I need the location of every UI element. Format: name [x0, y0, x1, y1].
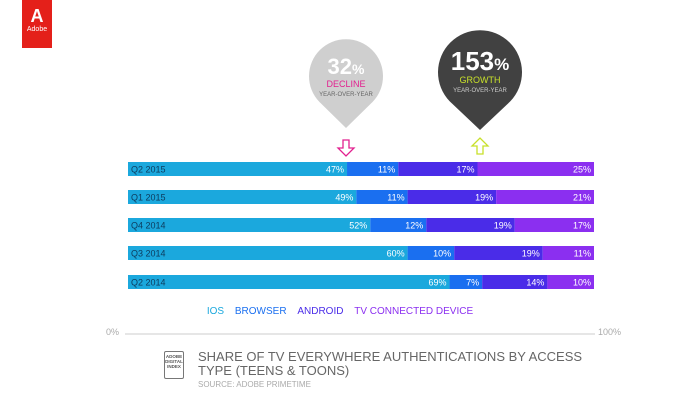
annotation-value: 32% — [328, 54, 365, 79]
annotation-sublabel: YEAR-OVER-YEAR — [319, 92, 373, 98]
bar-segment — [407, 246, 455, 260]
bar-value-label: 52% — [349, 221, 367, 231]
axis-min-label: 0% — [106, 327, 120, 337]
annotation-pin — [309, 39, 383, 128]
annotation-label: DECLINE — [326, 79, 365, 89]
bar-segment — [128, 275, 450, 289]
bar-value-label: 7% — [466, 278, 479, 288]
bar-value-label: 19% — [475, 193, 493, 203]
axis-line — [125, 333, 595, 335]
annotation-sublabel: YEAR-OVER-YEAR — [453, 88, 507, 94]
annotation-pin — [438, 30, 522, 131]
bar-segment — [496, 190, 594, 204]
bar-value-label: 69% — [429, 278, 447, 288]
bar-value-label: 10% — [573, 278, 591, 288]
bar-segment — [398, 162, 478, 176]
bar-segment — [347, 162, 399, 176]
bar-value-label: 11% — [387, 193, 404, 203]
bar-segment — [128, 246, 408, 260]
bar-segment — [128, 162, 348, 176]
category-label: Q2 2014 — [131, 278, 166, 288]
bar-value-label: 60% — [387, 249, 405, 259]
bar-segment — [370, 218, 427, 232]
bar-segment — [542, 246, 594, 260]
bar-value-label: 11% — [574, 249, 591, 259]
legend-browser: BROWSER — [234, 306, 287, 317]
category-label: Q2 2015 — [131, 165, 166, 175]
annotation-value: 153% — [451, 46, 510, 76]
bar-value-label: 49% — [335, 193, 353, 203]
bar-segment — [477, 162, 594, 176]
chart-source: SOURCE: ADOBE PRIMETIME — [198, 380, 311, 389]
bar-value-label: 21% — [573, 193, 591, 203]
bar-value-label: 11% — [378, 165, 395, 175]
category-label: Q3 2014 — [131, 249, 166, 259]
chart-title: SHARE OF TV EVERYWHERE AUTHENTICATIONS B… — [198, 349, 583, 378]
bar-segment — [547, 275, 594, 289]
bar-segment — [449, 275, 483, 289]
bar-value-label: 17% — [456, 165, 474, 175]
bar-segment — [128, 190, 357, 204]
bar-value-label: 19% — [494, 221, 512, 231]
bar-segment — [482, 275, 548, 289]
bar-value-label: 10% — [433, 249, 451, 259]
annotation-label: GROWTH — [460, 75, 501, 85]
legend-android: ANDROID — [297, 306, 344, 317]
legend-tv: TV CONNECTED DEVICE — [354, 306, 474, 317]
adobe-digital-index-badge: ADOBE DIGITAL INDEX — [164, 351, 184, 379]
bar-value-label: 19% — [522, 249, 540, 259]
legend-ios: IOS — [206, 306, 225, 317]
category-label: Q1 2015 — [131, 193, 166, 203]
bar-segment — [356, 190, 408, 204]
bar-segment — [514, 218, 594, 232]
legend: IOS BROWSER ANDROID TV CONNECTED DEVICE — [0, 306, 680, 317]
adobe-logo: A Adobe — [22, 0, 52, 48]
axis-max-label: 100% — [598, 327, 622, 337]
bar-value-label: 25% — [573, 165, 591, 175]
bar-value-label: 47% — [326, 165, 344, 175]
bar-value-label: 14% — [526, 278, 544, 288]
bar-segment — [407, 190, 497, 204]
bar-value-label: 12% — [405, 221, 423, 231]
bar-segment — [426, 218, 515, 232]
bar-segment — [128, 218, 371, 232]
arrow-up-icon — [470, 137, 490, 155]
bar-segment — [454, 246, 543, 260]
category-label: Q4 2014 — [131, 221, 166, 231]
bar-value-label: 17% — [573, 221, 591, 231]
arrow-down-icon — [336, 139, 356, 157]
